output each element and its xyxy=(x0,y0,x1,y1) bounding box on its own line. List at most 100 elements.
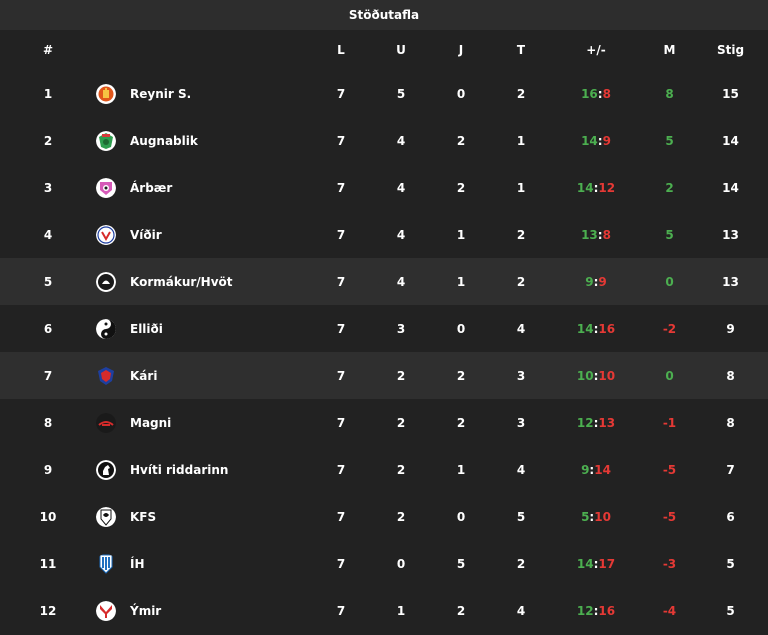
points-cell: 13 xyxy=(722,227,739,242)
rank-cell: 11 xyxy=(39,556,57,571)
team-name[interactable]: Kormákur/Hvöt xyxy=(130,274,233,289)
rank-cell: 12 xyxy=(39,603,57,618)
header-losses[interactable]: T xyxy=(516,43,526,57)
table-row[interactable]: 11 ÍH 7 0 5 2 14:17 -3 5 xyxy=(0,540,768,587)
header-draws[interactable]: J xyxy=(458,43,464,57)
goals-cell: 10:10 xyxy=(546,352,646,399)
goals-against: 9 xyxy=(598,274,607,289)
team-cell[interactable]: KFS xyxy=(96,493,306,540)
wins-cell: 5 xyxy=(396,86,406,101)
goal-diff-cell: 2 xyxy=(665,180,674,195)
played-cell: 7 xyxy=(336,368,346,383)
goals-cell: 9:14 xyxy=(546,446,646,493)
hviti-riddarinn-crest-icon xyxy=(96,459,116,480)
header-rank[interactable]: # xyxy=(42,43,54,57)
table-row[interactable]: 7 Kári 7 2 2 3 10:10 0 8 xyxy=(0,352,768,399)
team-name[interactable]: Árbær xyxy=(130,180,173,195)
goal-diff-cell: 5 xyxy=(665,133,674,148)
header-row: # L U J T +/- M Stig xyxy=(0,30,768,70)
wins-cell: 4 xyxy=(396,227,406,242)
table-row[interactable]: 12 Ýmir 7 1 2 4 12:16 -4 5 xyxy=(0,587,768,634)
losses-cell: 1 xyxy=(516,133,526,148)
team-cell[interactable]: Augnablik xyxy=(96,117,306,164)
team-cell[interactable]: Magni xyxy=(96,399,306,446)
team-cell[interactable]: Elliði xyxy=(96,305,306,352)
table-row[interactable]: 1 Reynir S. 7 5 0 2 16:8 8 15 xyxy=(0,70,768,117)
rank-cell: 6 xyxy=(43,321,53,336)
losses-cell: 4 xyxy=(516,603,526,618)
table-row[interactable]: 3 Árbær 7 4 2 1 14:12 2 14 xyxy=(0,164,768,211)
header-points[interactable]: Stig xyxy=(716,43,745,57)
table-row[interactable]: 5 Kormákur/Hvöt 7 4 1 2 9:9 0 13 xyxy=(0,258,768,305)
goals-for: 14 xyxy=(576,180,594,195)
team-cell[interactable]: Hvíti riddarinn xyxy=(96,446,306,493)
wins-cell: 1 xyxy=(396,603,406,618)
points-cell: 14 xyxy=(722,133,739,148)
team-name[interactable]: Hvíti riddarinn xyxy=(130,462,229,477)
header-goal-diff[interactable]: M xyxy=(663,43,676,57)
ymir-crest-icon xyxy=(96,600,116,621)
header-played[interactable]: L xyxy=(337,43,345,57)
draws-cell: 0 xyxy=(456,509,466,524)
rank-cell: 2 xyxy=(43,133,53,148)
team-cell[interactable]: Árbær xyxy=(96,164,306,211)
losses-cell: 2 xyxy=(516,86,526,101)
table-row[interactable]: 6 Elliði 7 3 0 4 14:16 -2 9 xyxy=(0,305,768,352)
rank-cell: 1 xyxy=(43,86,53,101)
table-row[interactable]: 4 Víðir 7 4 1 2 13:8 5 13 xyxy=(0,211,768,258)
team-name[interactable]: Magni xyxy=(130,415,172,430)
goals-for: 10 xyxy=(576,368,594,383)
table-row[interactable]: 2 Augnablik 7 4 2 1 14:9 5 14 xyxy=(0,117,768,164)
goals-for: 5 xyxy=(581,509,590,524)
header-team xyxy=(96,30,306,70)
played-cell: 7 xyxy=(336,556,346,571)
goals-for: 13 xyxy=(581,227,598,242)
wins-cell: 2 xyxy=(396,368,406,383)
goals-against: 13 xyxy=(598,415,616,430)
table-row[interactable]: 10 KFS 7 2 0 5 5:10 -5 6 xyxy=(0,493,768,540)
team-cell[interactable]: Kári xyxy=(96,352,306,399)
team-name[interactable]: Víðir xyxy=(130,227,162,242)
wins-cell: 2 xyxy=(396,415,406,430)
points-cell: 7 xyxy=(726,462,735,477)
points-cell: 9 xyxy=(726,321,735,336)
points-cell: 8 xyxy=(726,415,735,430)
team-name[interactable]: Augnablik xyxy=(130,133,198,148)
played-cell: 7 xyxy=(336,274,346,289)
team-cell[interactable]: Víðir xyxy=(96,211,306,258)
reynir-crest-icon xyxy=(96,83,116,104)
ellidi-crest-icon xyxy=(96,318,116,339)
played-cell: 7 xyxy=(336,509,346,524)
points-cell: 15 xyxy=(722,86,739,101)
goals-for: 12 xyxy=(576,415,594,430)
team-cell[interactable]: Ýmir xyxy=(96,587,306,634)
goals-cell: 12:16 xyxy=(546,587,646,634)
team-name[interactable]: Kári xyxy=(130,368,158,383)
team-name[interactable]: Reynir S. xyxy=(130,86,192,101)
losses-cell: 4 xyxy=(516,462,526,477)
goals-separator: : xyxy=(593,556,599,571)
wins-cell: 4 xyxy=(396,133,406,148)
team-name[interactable]: KFS xyxy=(130,509,157,524)
played-cell: 7 xyxy=(336,227,346,242)
team-cell[interactable]: Reynir S. xyxy=(96,70,306,117)
played-cell: 7 xyxy=(336,180,346,195)
table-row[interactable]: 9 Hvíti riddarinn 7 2 1 4 9:14 -5 7 xyxy=(0,446,768,493)
goals-cell: 14:12 xyxy=(546,164,646,211)
rank-cell: 4 xyxy=(43,227,53,242)
wins-cell: 2 xyxy=(396,509,406,524)
team-cell[interactable]: Kormákur/Hvöt xyxy=(96,258,306,305)
team-name[interactable]: ÍH xyxy=(130,556,145,571)
header-goals[interactable]: +/- xyxy=(586,43,606,57)
rank-cell: 5 xyxy=(43,274,53,289)
losses-cell: 2 xyxy=(516,227,526,242)
kfs-crest-icon xyxy=(96,506,116,527)
header-wins[interactable]: U xyxy=(396,43,406,57)
team-name[interactable]: Elliði xyxy=(130,321,163,336)
team-name[interactable]: Ýmir xyxy=(130,603,162,618)
table-row[interactable]: 8 Magni 7 2 2 3 12:13 -1 8 xyxy=(0,399,768,446)
played-cell: 7 xyxy=(336,603,346,618)
goals-cell: 5:10 xyxy=(546,493,646,540)
team-cell[interactable]: ÍH xyxy=(96,540,306,587)
losses-cell: 3 xyxy=(516,368,526,383)
